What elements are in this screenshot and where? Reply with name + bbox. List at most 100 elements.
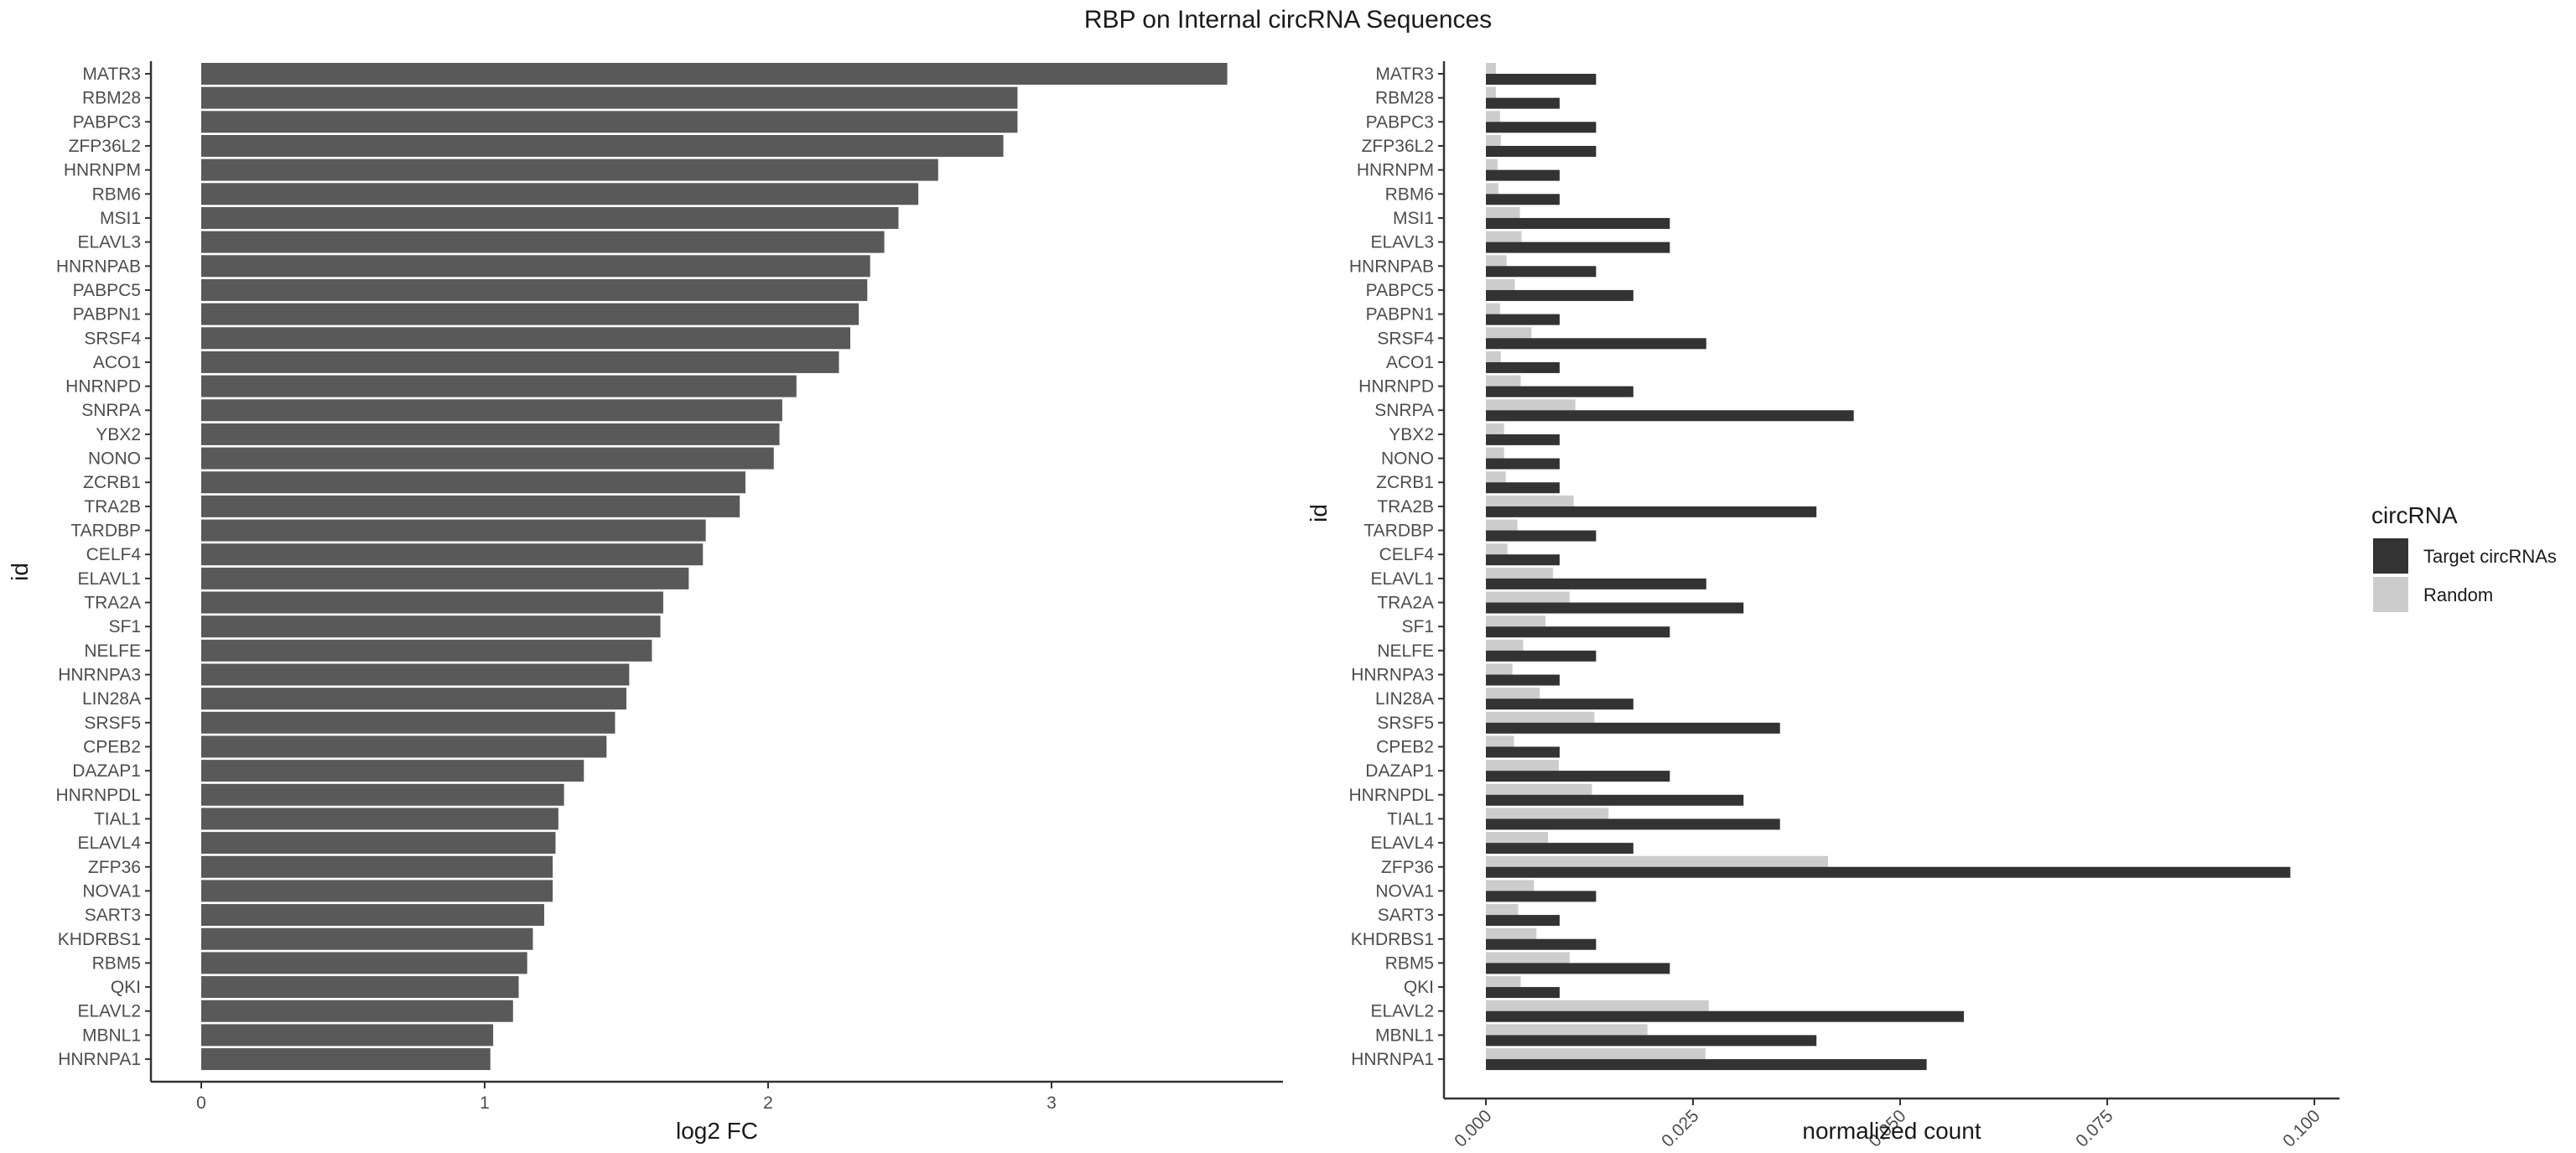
y-tick-label: SRSF4 [84, 329, 141, 348]
bar-target-elavl2 [1486, 1010, 1965, 1022]
y-tick-label: ELAVL4 [1371, 834, 1435, 853]
y-tick-label: PABPC5 [1366, 281, 1434, 300]
bar-random-pabpc5 [1486, 278, 1515, 290]
x-tick-label: 2 [763, 1093, 773, 1113]
y-tick-label: SNRPA [1374, 401, 1434, 420]
y-tick-label: SART3 [85, 906, 141, 925]
y-tick-label: KHDRBS1 [58, 930, 141, 949]
bar-random-khdrbs1 [1486, 927, 1537, 939]
y-tick-label: ZFP36L2 [69, 137, 141, 156]
y-tick-label: TIAL1 [1387, 809, 1434, 828]
bar-random-tardbp [1486, 519, 1518, 531]
bar-target-rbm28 [1486, 97, 1560, 109]
bar-elavl4 [201, 832, 556, 854]
y-tick-label: MATR3 [1375, 65, 1434, 84]
y-tick-label: NONO [1381, 449, 1434, 469]
bar-target-snrpa [1486, 410, 1854, 422]
bar-random-sart3 [1486, 904, 1519, 916]
y-tick-label: ELAVL4 [78, 834, 142, 853]
bar-elavl3 [201, 231, 885, 253]
y-tick-label: KHDRBS1 [1351, 930, 1434, 949]
bar-target-msi1 [1486, 217, 1670, 229]
bar-msi1 [201, 206, 899, 229]
bar-khdrbs1 [201, 927, 533, 950]
y-tick-label: PABPN1 [73, 305, 141, 325]
figure-title: RBP on Internal circRNA Sequences [1084, 6, 1492, 34]
bar-target-hnrnpab [1486, 266, 1597, 278]
bar-random-qki [1486, 976, 1521, 988]
bar-random-tra2b [1486, 495, 1574, 506]
y-tick-label: PABPC3 [73, 112, 141, 132]
y-tick-label: HNRNPA1 [1351, 1050, 1434, 1069]
legend: circRNA Target circRNAs Random [2371, 502, 2557, 612]
bar-random-msi1 [1486, 206, 1520, 218]
bar-target-hnrnpm [1486, 169, 1560, 181]
bar-random-zfp36 [1486, 855, 1829, 867]
bar-target-khdrbs1 [1486, 938, 1597, 950]
y-tick-label: ZFP36 [1381, 858, 1434, 877]
y-tick-label: ACO1 [1386, 353, 1434, 372]
legend-title: circRNA [2371, 502, 2458, 528]
bar-target-hnrnpa3 [1486, 674, 1560, 686]
bar-target-pabpn1 [1486, 314, 1560, 325]
y-tick-label: LIN28A [82, 689, 141, 709]
y-tick-label: PABPN1 [1366, 305, 1434, 325]
bar-random-rbm28 [1486, 86, 1496, 98]
y-tick-label: MSI1 [100, 209, 141, 228]
bar-random-elavl4 [1486, 832, 1549, 844]
bar-random-nono [1486, 447, 1504, 459]
bar-random-nelfe [1486, 639, 1524, 651]
y-tick-label: DAZAP1 [72, 761, 141, 781]
y-tick-label: TRA2A [84, 594, 141, 613]
bar-pabpc3 [201, 111, 1018, 133]
bar-random-hnrnpa1 [1486, 1048, 1706, 1060]
bar-target-zcrb1 [1486, 482, 1560, 494]
bar-celf4 [201, 543, 704, 566]
bar-qki [201, 976, 519, 999]
y-tick-label: NELFE [1377, 641, 1434, 661]
bar-random-dazap1 [1486, 760, 1559, 771]
bar-tra2a [201, 591, 663, 614]
bar-pabpc5 [201, 278, 868, 301]
y-tick-label: TARDBP [70, 522, 141, 541]
y-tick-label: TIAL1 [94, 809, 141, 828]
bar-random-pabpn1 [1486, 303, 1500, 314]
bar-random-snrpa [1486, 399, 1576, 411]
y-tick-label: RBM5 [92, 953, 141, 973]
y-tick-label: HNRNPA1 [58, 1050, 141, 1069]
y-tick-label: DAZAP1 [1365, 761, 1434, 781]
y-tick-label: SNRPA [81, 401, 141, 420]
bar-random-srsf5 [1486, 711, 1595, 723]
y-tick-label: MBNL1 [82, 1026, 141, 1045]
bar-target-pabpc3 [1486, 122, 1597, 133]
y-tick-label: HNRNPA3 [58, 666, 141, 685]
y-tick-label: SRSF5 [1377, 714, 1434, 733]
y-tick-label: MBNL1 [1375, 1026, 1434, 1045]
y-tick-label: HNRNPD [1358, 377, 1434, 397]
bar-random-rbm6 [1486, 183, 1498, 195]
bar-random-nova1 [1486, 880, 1535, 891]
bar-random-sf1 [1486, 615, 1546, 627]
x-tick-label: 0 [196, 1093, 206, 1113]
bar-random-aco1 [1486, 351, 1501, 362]
y-tick-label: ACO1 [93, 353, 141, 372]
bar-tra2b [201, 495, 740, 517]
y-tick-label: ELAVL2 [78, 1002, 142, 1021]
bar-target-rbm6 [1486, 194, 1560, 205]
bar-rbm5 [201, 952, 527, 974]
legend-swatch [2373, 577, 2408, 612]
bar-hnrnpdl [201, 783, 564, 806]
bar-lin28a [201, 688, 626, 710]
bar-target-dazap1 [1486, 771, 1670, 782]
bar-random-matr3 [1486, 63, 1496, 74]
bar-target-aco1 [1486, 361, 1560, 373]
bar-target-srsf5 [1486, 722, 1780, 734]
bar-random-mbnl1 [1486, 1024, 1648, 1036]
y-tick-label: RBM28 [1375, 89, 1434, 108]
y-tick-label: RBM6 [92, 184, 141, 204]
y-tick-label: SART3 [1378, 906, 1434, 925]
bar-random-tial1 [1486, 808, 1609, 819]
panel-normalized-count: MATR3 RBM28 PABPC3 ZFP36L2 HNRNPM RBM6 MSI1 ELA… [1306, 61, 2340, 1151]
bar-random-hnrnpd [1486, 375, 1521, 387]
y-tick-label: HNRNPD [65, 377, 141, 397]
